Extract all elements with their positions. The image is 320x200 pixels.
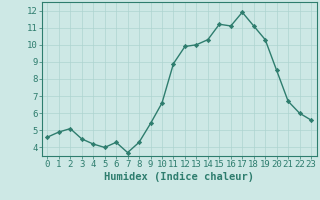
X-axis label: Humidex (Indice chaleur): Humidex (Indice chaleur) <box>104 172 254 182</box>
